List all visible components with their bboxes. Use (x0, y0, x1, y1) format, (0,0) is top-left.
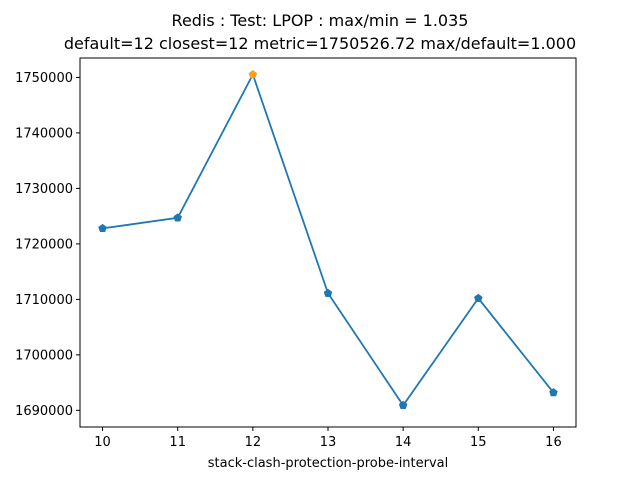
data-point (323, 288, 333, 297)
plot-frame (79, 57, 577, 428)
x-tick-label: 14 (395, 435, 412, 450)
x-tick-label: 13 (320, 435, 337, 450)
x-tick-label: 15 (470, 435, 487, 450)
y-tick-label: 1720000 (15, 237, 73, 252)
highlight-point (248, 69, 258, 79)
y-tick-label: 1700000 (15, 348, 73, 363)
series-layer (98, 69, 558, 410)
series-line (102, 72, 555, 407)
y-tick-label: 1750000 (15, 71, 73, 86)
y-tick-label: 1740000 (15, 126, 73, 141)
chart-subtitle: default=12 closest=12 metric=1750526.72 … (63, 34, 577, 53)
y-tick-label: 1710000 (15, 293, 73, 308)
x-axis-label: stack-clash-protection-probe-interval (208, 456, 449, 471)
data-point (173, 213, 182, 222)
y-tick-label: 1730000 (15, 182, 73, 197)
data-point (474, 293, 483, 302)
data-point (98, 223, 107, 232)
x-tick-label: 12 (245, 435, 262, 450)
x-axis: 10 11 12 13 14 15 16 (94, 427, 562, 450)
y-axis: 1690000 1700000 1710000 1720000 1730000 17400… (15, 71, 80, 419)
y-tick-label: 1690000 (15, 404, 73, 419)
data-point (398, 400, 408, 410)
x-tick-label: 10 (94, 435, 111, 450)
x-tick-label: 16 (545, 435, 562, 450)
chart-title: Redis : Test: LPOP : max/min = 1.035 (171, 11, 469, 30)
data-point (549, 388, 558, 397)
x-tick-label: 11 (169, 435, 186, 450)
